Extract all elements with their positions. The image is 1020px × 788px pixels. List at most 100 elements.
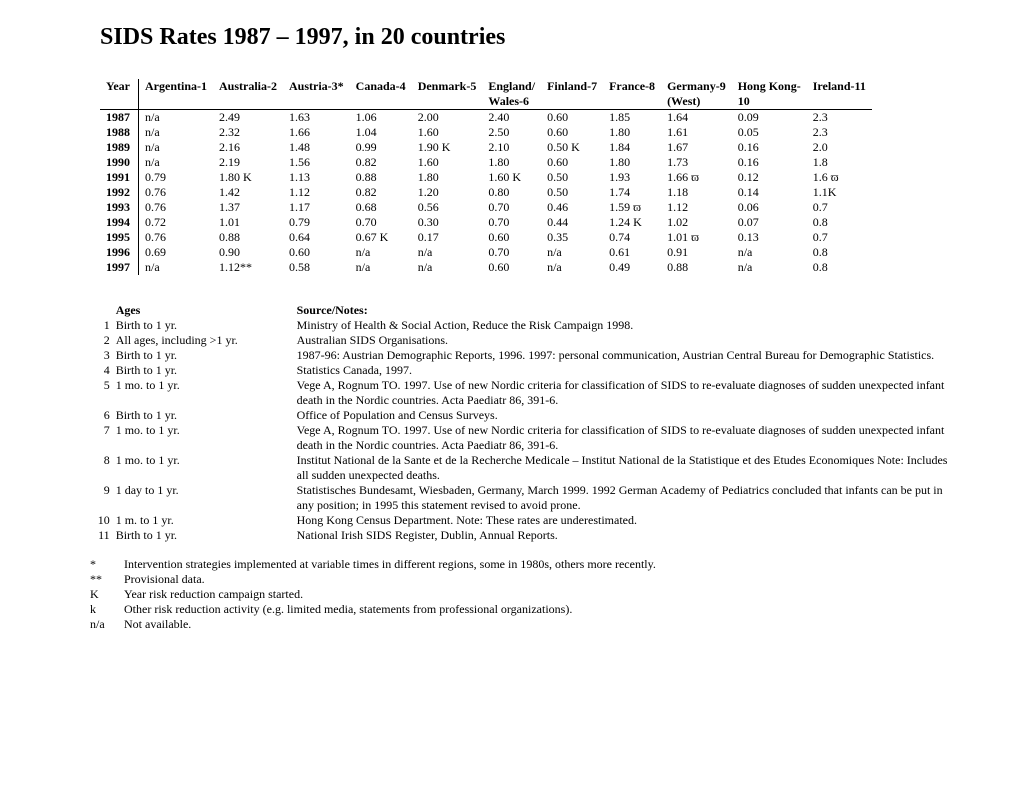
value-cell: 2.32 — [213, 125, 283, 140]
value-cell: 0.50 K — [541, 140, 603, 155]
col-header: England/ — [482, 79, 541, 94]
col-subheader — [807, 94, 872, 110]
value-cell: 0.76 — [139, 185, 214, 200]
value-cell: 1.67 — [661, 140, 732, 155]
value-cell: 0.76 — [139, 230, 214, 245]
table-row: 19950.760.880.640.67 K0.170.600.350.741.… — [100, 230, 872, 245]
value-cell: n/a — [541, 245, 603, 260]
value-cell: 1.18 — [661, 185, 732, 200]
note-source: Statistisches Bundesamt, Wiesbaden, Germ… — [297, 483, 960, 513]
legend-symbol: n/a — [90, 617, 124, 632]
legend-symbol: * — [90, 557, 124, 572]
value-cell: 1.85 — [603, 110, 661, 126]
year-cell: 1988 — [100, 125, 139, 140]
value-cell: 1.64 — [661, 110, 732, 126]
value-cell: 1.56 — [283, 155, 350, 170]
legend-text: Year risk reduction campaign started. — [124, 587, 664, 602]
note-ages: Birth to 1 yr. — [116, 528, 297, 543]
note-source: Office of Population and Census Surveys. — [297, 408, 960, 423]
value-cell: 0.80 — [482, 185, 541, 200]
value-cell: n/a — [350, 245, 412, 260]
note-number: 2 — [90, 333, 116, 348]
value-cell: 1.01 ϖ — [661, 230, 732, 245]
value-cell: 1.13 — [283, 170, 350, 185]
value-cell: 0.16 — [732, 140, 807, 155]
year-cell: 1993 — [100, 200, 139, 215]
note-row: 81 mo. to 1 yr.Institut National de la S… — [90, 453, 960, 483]
table-row: 1989n/a2.161.480.991.90 K2.100.50 K1.841… — [100, 140, 872, 155]
note-ages: Birth to 1 yr. — [116, 318, 297, 333]
value-cell: 0.60 — [482, 260, 541, 275]
table-row: 19910.791.80 K1.130.881.801.60 K0.501.93… — [100, 170, 872, 185]
col-subheader — [283, 94, 350, 110]
value-cell: 0.88 — [350, 170, 412, 185]
value-cell: 2.3 — [807, 125, 872, 140]
legend-text: Intervention strategies implemented at v… — [124, 557, 664, 572]
value-cell: 0.16 — [732, 155, 807, 170]
table-row: 1988n/a2.321.661.041.602.500.601.801.610… — [100, 125, 872, 140]
value-cell: 1.59 ϖ — [603, 200, 661, 215]
value-cell: 0.69 — [139, 245, 214, 260]
value-cell: 0.91 — [661, 245, 732, 260]
value-cell: n/a — [541, 260, 603, 275]
value-cell: n/a — [139, 260, 214, 275]
year-cell: 1996 — [100, 245, 139, 260]
value-cell: 0.70 — [482, 200, 541, 215]
value-cell: 0.7 — [807, 230, 872, 245]
col-header: Argentina-1 — [139, 79, 214, 94]
value-cell: 0.06 — [732, 200, 807, 215]
note-row: 1Birth to 1 yr.Ministry of Health & Soci… — [90, 318, 960, 333]
note-ages: All ages, including >1 yr. — [116, 333, 297, 348]
value-cell: 0.46 — [541, 200, 603, 215]
legend-table: *Intervention strategies implemented at … — [90, 557, 664, 632]
value-cell: 1.20 — [412, 185, 483, 200]
note-row: 4Birth to 1 yr.Statistics Canada, 1997. — [90, 363, 960, 378]
value-cell: 0.8 — [807, 260, 872, 275]
value-cell: 0.88 — [213, 230, 283, 245]
col-subheader — [350, 94, 412, 110]
value-cell: 0.49 — [603, 260, 661, 275]
value-cell: 1.60 — [412, 125, 483, 140]
value-cell: 0.61 — [603, 245, 661, 260]
value-cell: 1.90 K — [412, 140, 483, 155]
note-number: 9 — [90, 483, 116, 513]
note-row: 101 m. to 1 yr.Hong Kong Census Departme… — [90, 513, 960, 528]
value-cell: 0.7 — [807, 200, 872, 215]
value-cell: n/a — [350, 260, 412, 275]
value-cell: 2.00 — [412, 110, 483, 126]
col-subheader — [541, 94, 603, 110]
value-cell: 1.24 K — [603, 215, 661, 230]
legend-symbol: ** — [90, 572, 124, 587]
value-cell: 2.16 — [213, 140, 283, 155]
value-cell: 0.12 — [732, 170, 807, 185]
note-ages: Birth to 1 yr. — [116, 408, 297, 423]
value-cell: 1.02 — [661, 215, 732, 230]
value-cell: 0.60 — [541, 110, 603, 126]
value-cell: 0.14 — [732, 185, 807, 200]
value-cell: 0.50 — [541, 185, 603, 200]
col-subheader — [139, 94, 214, 110]
note-number: 1 — [90, 318, 116, 333]
legend-text: Provisional data. — [124, 572, 664, 587]
page-title: SIDS Rates 1987 – 1997, in 20 countries — [100, 24, 960, 51]
value-cell: 0.67 K — [350, 230, 412, 245]
col-header: Germany-9 — [661, 79, 732, 94]
col-header: Denmark-5 — [412, 79, 483, 94]
value-cell: 0.60 — [541, 125, 603, 140]
note-number: 8 — [90, 453, 116, 483]
value-cell: 1.66 — [283, 125, 350, 140]
note-row: 71 mo. to 1 yr.Vege A, Rognum TO. 1997. … — [90, 423, 960, 453]
col-header: Hong Kong- — [732, 79, 807, 94]
legend-text: Other risk reduction activity (e.g. limi… — [124, 602, 664, 617]
value-cell: 0.99 — [350, 140, 412, 155]
note-number: 4 — [90, 363, 116, 378]
value-cell: 0.82 — [350, 185, 412, 200]
note-source: Ministry of Health & Social Action, Redu… — [297, 318, 960, 333]
note-row: 6Birth to 1 yr.Office of Population and … — [90, 408, 960, 423]
value-cell: 2.3 — [807, 110, 872, 126]
col-subheader: 10 — [732, 94, 807, 110]
value-cell: 0.05 — [732, 125, 807, 140]
value-cell: 0.35 — [541, 230, 603, 245]
value-cell: 1.06 — [350, 110, 412, 126]
note-ages: Birth to 1 yr. — [116, 348, 297, 363]
